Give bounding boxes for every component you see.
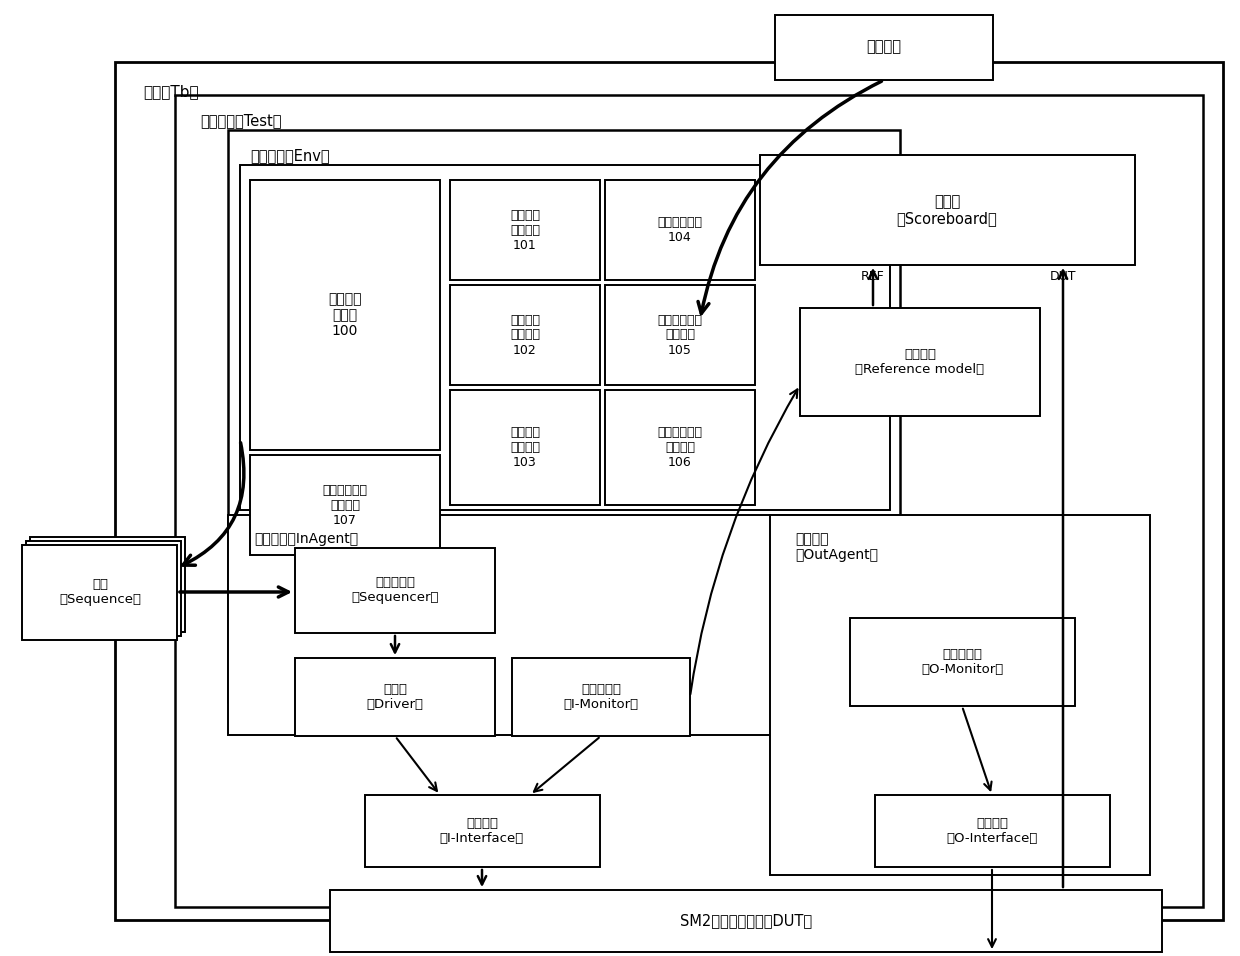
Text: 测试激励输出
接口模块
107: 测试激励输出 接口模块 107 xyxy=(322,484,367,527)
Text: 序列发生器
（Sequencer）: 序列发生器 （Sequencer） xyxy=(351,576,439,604)
Text: 固定向量
生成模块
101: 固定向量 生成模块 101 xyxy=(510,208,539,251)
Bar xyxy=(115,62,1223,920)
Bar xyxy=(250,455,440,555)
Bar xyxy=(450,285,600,385)
Text: 驱动器
（Driver）: 驱动器 （Driver） xyxy=(367,683,424,711)
Bar xyxy=(512,658,689,736)
Text: 验证环境（Env）: 验证环境（Env） xyxy=(250,148,330,163)
Bar xyxy=(330,890,1162,952)
Bar xyxy=(760,155,1135,265)
Text: 时序监测模块
104: 时序监测模块 104 xyxy=(657,216,703,244)
Text: 序列
（Sequence）: 序列 （Sequence） xyxy=(60,578,141,606)
Text: 时序信号输入
接口模块
106: 时序信号输入 接口模块 106 xyxy=(657,425,703,468)
Text: 输出接口
（O-Interface）: 输出接口 （O-Interface） xyxy=(946,817,1038,845)
Bar xyxy=(450,390,600,505)
Bar xyxy=(849,618,1075,706)
Bar xyxy=(26,541,181,636)
Text: 验证方案: 验证方案 xyxy=(867,39,901,54)
Bar xyxy=(365,795,600,867)
Bar xyxy=(775,15,993,80)
Bar xyxy=(770,515,1149,875)
Bar xyxy=(295,658,495,736)
Text: 测试激励
生成器
100: 测试激励 生成器 100 xyxy=(329,292,362,338)
Text: 测试用例（Test）: 测试用例（Test） xyxy=(200,113,281,128)
Text: 输出代理
（OutAgent）: 输出代理 （OutAgent） xyxy=(795,532,878,562)
Bar xyxy=(30,537,185,632)
Text: 输入监视器
（I-Monitor）: 输入监视器 （I-Monitor） xyxy=(563,683,639,711)
Text: 输出监视器
（O-Monitor）: 输出监视器 （O-Monitor） xyxy=(921,648,1003,676)
Text: 顶层（Tb）: 顶层（Tb） xyxy=(143,84,198,99)
Bar xyxy=(295,548,495,633)
Bar xyxy=(175,95,1203,907)
Text: 随机向量
生成模块
102: 随机向量 生成模块 102 xyxy=(510,314,539,357)
Bar xyxy=(228,515,900,735)
Text: 输入接口
（I-Interface）: 输入接口 （I-Interface） xyxy=(440,817,525,845)
Bar xyxy=(605,390,755,505)
Text: DUT: DUT xyxy=(1050,271,1076,284)
Bar xyxy=(605,180,755,280)
Text: 参考模型
（Reference model）: 参考模型 （Reference model） xyxy=(856,348,985,376)
Bar xyxy=(605,285,755,385)
Bar xyxy=(800,308,1040,416)
Bar xyxy=(22,545,177,640)
Bar xyxy=(450,180,600,280)
Text: 特殊向量
生成模块
103: 特殊向量 生成模块 103 xyxy=(510,425,539,468)
Text: 计分板
（Scoreboard）: 计分板 （Scoreboard） xyxy=(897,194,997,227)
Bar xyxy=(250,180,440,450)
Bar xyxy=(228,130,900,702)
Text: 输入代理（InAgent）: 输入代理（InAgent） xyxy=(254,532,358,546)
Text: REF: REF xyxy=(861,271,885,284)
Bar xyxy=(875,795,1110,867)
Text: 验证方案输入
接口模块
105: 验证方案输入 接口模块 105 xyxy=(657,314,703,357)
Text: SM2算法实现模块（DUT）: SM2算法实现模块（DUT） xyxy=(680,914,812,928)
Bar xyxy=(241,165,890,510)
